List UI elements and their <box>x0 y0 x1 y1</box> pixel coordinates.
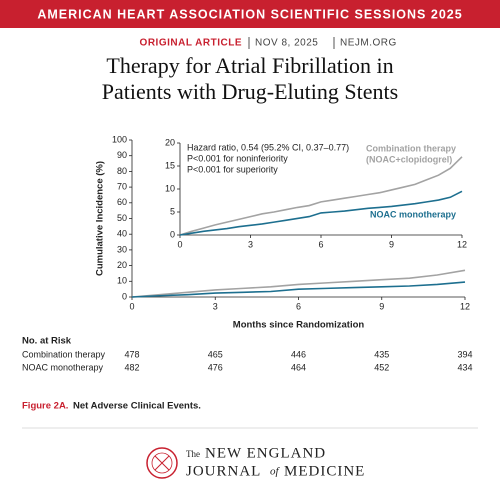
y-tick-label: 15 <box>165 160 175 170</box>
series-label: Combination therapy <box>366 143 456 153</box>
series-note: (NOAC+clopidogrel) <box>366 154 452 164</box>
x-axis-label: Months since Randomization <box>233 320 365 331</box>
y-tick-label: 60 <box>117 197 127 207</box>
risk-value: 435 <box>374 349 389 359</box>
y-tick-label: 0 <box>122 291 127 301</box>
series-line <box>131 269 466 298</box>
risk-value: 465 <box>208 349 223 359</box>
journal-of: of <box>270 466 281 478</box>
date: NOV 8, 2025 <box>255 38 318 49</box>
y-tick-label: 80 <box>117 166 127 176</box>
risk-value: 478 <box>124 349 139 359</box>
seal-mark <box>154 455 170 471</box>
x-tick-label: 6 <box>296 301 301 311</box>
journal-journal: JOURNAL <box>186 463 261 479</box>
x-tick-label: 9 <box>389 239 394 249</box>
seal-inner <box>151 452 173 474</box>
x-tick-label: 0 <box>177 239 182 249</box>
caption-text: Net Adverse Clinical Events. <box>73 401 201 412</box>
y-tick-label: 50 <box>117 213 127 223</box>
y-tick-label: 20 <box>117 260 127 270</box>
logo-seal <box>146 447 178 479</box>
x-tick-label: 6 <box>318 239 323 249</box>
annotation: P<0.001 for noninferiority <box>187 153 288 163</box>
risk-value: 394 <box>457 349 472 359</box>
journal-line1: NEW ENGLAND <box>205 445 326 461</box>
risk-row-name: NOAC monotherapy <box>22 362 104 372</box>
caption-label: Figure 2A. <box>22 401 68 412</box>
y-tick-label: 70 <box>117 181 127 191</box>
y-tick-label: 0 <box>170 229 175 239</box>
journal-the: The <box>186 449 200 459</box>
y-axis-label: Cumulative Incidence (%) <box>95 161 106 276</box>
y-tick-label: 40 <box>117 229 127 239</box>
x-tick-label: 3 <box>248 239 253 249</box>
annotation: P<0.001 for superiority <box>187 164 278 174</box>
series-line <box>131 281 466 298</box>
risk-value: 434 <box>457 362 472 372</box>
title: Patients with Drug-Eluting Stents <box>102 79 398 104</box>
x-tick-label: 3 <box>213 301 218 311</box>
title: Therapy for Atrial Fibrillation in <box>106 53 393 78</box>
y-tick-label: 90 <box>117 150 127 160</box>
banner: AMERICAN HEART ASSOCIATION SCIENTIFIC SE… <box>37 7 462 21</box>
article-type: ORIGINAL ARTICLE <box>140 38 242 49</box>
y-tick-label: 10 <box>117 276 127 286</box>
series-label: NOAC monotherapy <box>370 209 456 219</box>
x-tick-label: 12 <box>460 301 470 311</box>
y-tick-label: 20 <box>165 137 175 147</box>
risk-row-name: Combination therapy <box>22 349 106 359</box>
risk-value: 446 <box>291 349 306 359</box>
x-tick-label: 9 <box>379 301 384 311</box>
risk-value: 482 <box>124 362 139 372</box>
y-tick-label: 30 <box>117 244 127 254</box>
annotation: Hazard ratio, 0.54 (95.2% CI, 0.37–0.77) <box>187 142 349 152</box>
site: NEJM.ORG <box>340 38 397 49</box>
risk-value: 464 <box>291 362 306 372</box>
risk-value: 452 <box>374 362 389 372</box>
x-tick-label: 12 <box>457 239 467 249</box>
series-line <box>179 156 463 236</box>
y-tick-label: 10 <box>165 183 175 193</box>
y-tick-label: 5 <box>170 206 175 216</box>
banner-bar <box>0 0 500 28</box>
journal-medicine: MEDICINE <box>284 463 365 479</box>
x-tick-label: 0 <box>129 301 134 311</box>
series-line <box>179 190 463 236</box>
y-tick-label: 100 <box>112 134 127 144</box>
seal-ring <box>146 447 178 479</box>
risk-value: 476 <box>208 362 223 372</box>
risk-title: No. at Risk <box>22 336 72 347</box>
